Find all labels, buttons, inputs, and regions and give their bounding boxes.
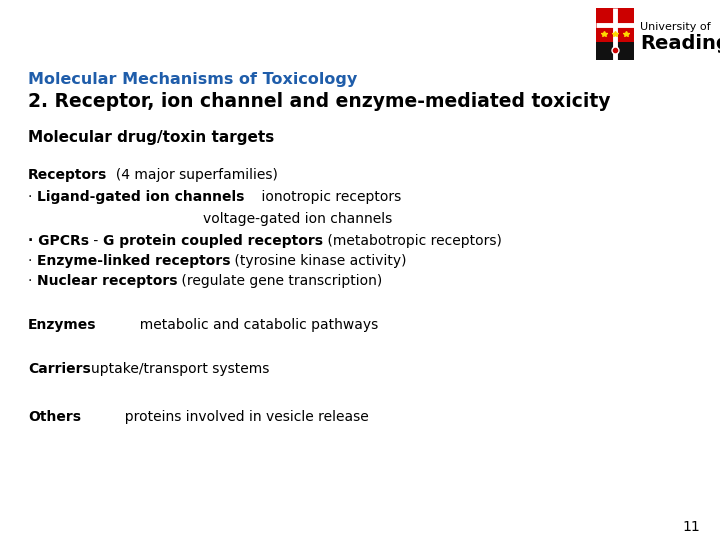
Text: Reading: Reading xyxy=(640,34,720,53)
Text: University of: University of xyxy=(640,22,711,32)
Text: ·: · xyxy=(28,254,37,268)
Text: G protein coupled receptors: G protein coupled receptors xyxy=(103,234,323,248)
Text: Nuclear receptors: Nuclear receptors xyxy=(37,274,177,288)
Text: · GPCRs: · GPCRs xyxy=(28,234,89,248)
Text: voltage-gated ion channels: voltage-gated ion channels xyxy=(28,212,392,226)
Text: Others: Others xyxy=(28,410,81,424)
Text: Molecular drug/toxin targets: Molecular drug/toxin targets xyxy=(28,130,274,145)
Text: proteins involved in vesicle release: proteins involved in vesicle release xyxy=(81,410,369,424)
Text: Molecular Mechanisms of Toxicology: Molecular Mechanisms of Toxicology xyxy=(28,72,357,87)
FancyBboxPatch shape xyxy=(596,8,634,60)
Text: (4 major superfamilies): (4 major superfamilies) xyxy=(107,168,278,182)
Text: Enzymes: Enzymes xyxy=(28,318,96,332)
Text: Carriers: Carriers xyxy=(28,362,91,376)
Text: (tyrosine kinase activity): (tyrosine kinase activity) xyxy=(230,254,407,268)
Text: Enzyme-linked receptors: Enzyme-linked receptors xyxy=(37,254,230,268)
FancyBboxPatch shape xyxy=(596,42,634,60)
Text: metabolic and catabolic pathways: metabolic and catabolic pathways xyxy=(96,318,379,332)
Text: (metabotropic receptors): (metabotropic receptors) xyxy=(323,234,502,248)
Text: ·: · xyxy=(28,190,37,204)
Text: Ligand-gated ion channels: Ligand-gated ion channels xyxy=(37,190,244,204)
Text: Receptors: Receptors xyxy=(28,168,107,182)
Text: -: - xyxy=(89,234,103,248)
Text: ·: · xyxy=(28,274,37,288)
Text: uptake/transport systems: uptake/transport systems xyxy=(91,362,269,376)
Text: (regulate gene transcription): (regulate gene transcription) xyxy=(177,274,382,288)
Text: ionotropic receptors: ionotropic receptors xyxy=(244,190,401,204)
Text: 11: 11 xyxy=(683,520,700,534)
Text: 2. Receptor, ion channel and enzyme-mediated toxicity: 2. Receptor, ion channel and enzyme-medi… xyxy=(28,92,611,111)
